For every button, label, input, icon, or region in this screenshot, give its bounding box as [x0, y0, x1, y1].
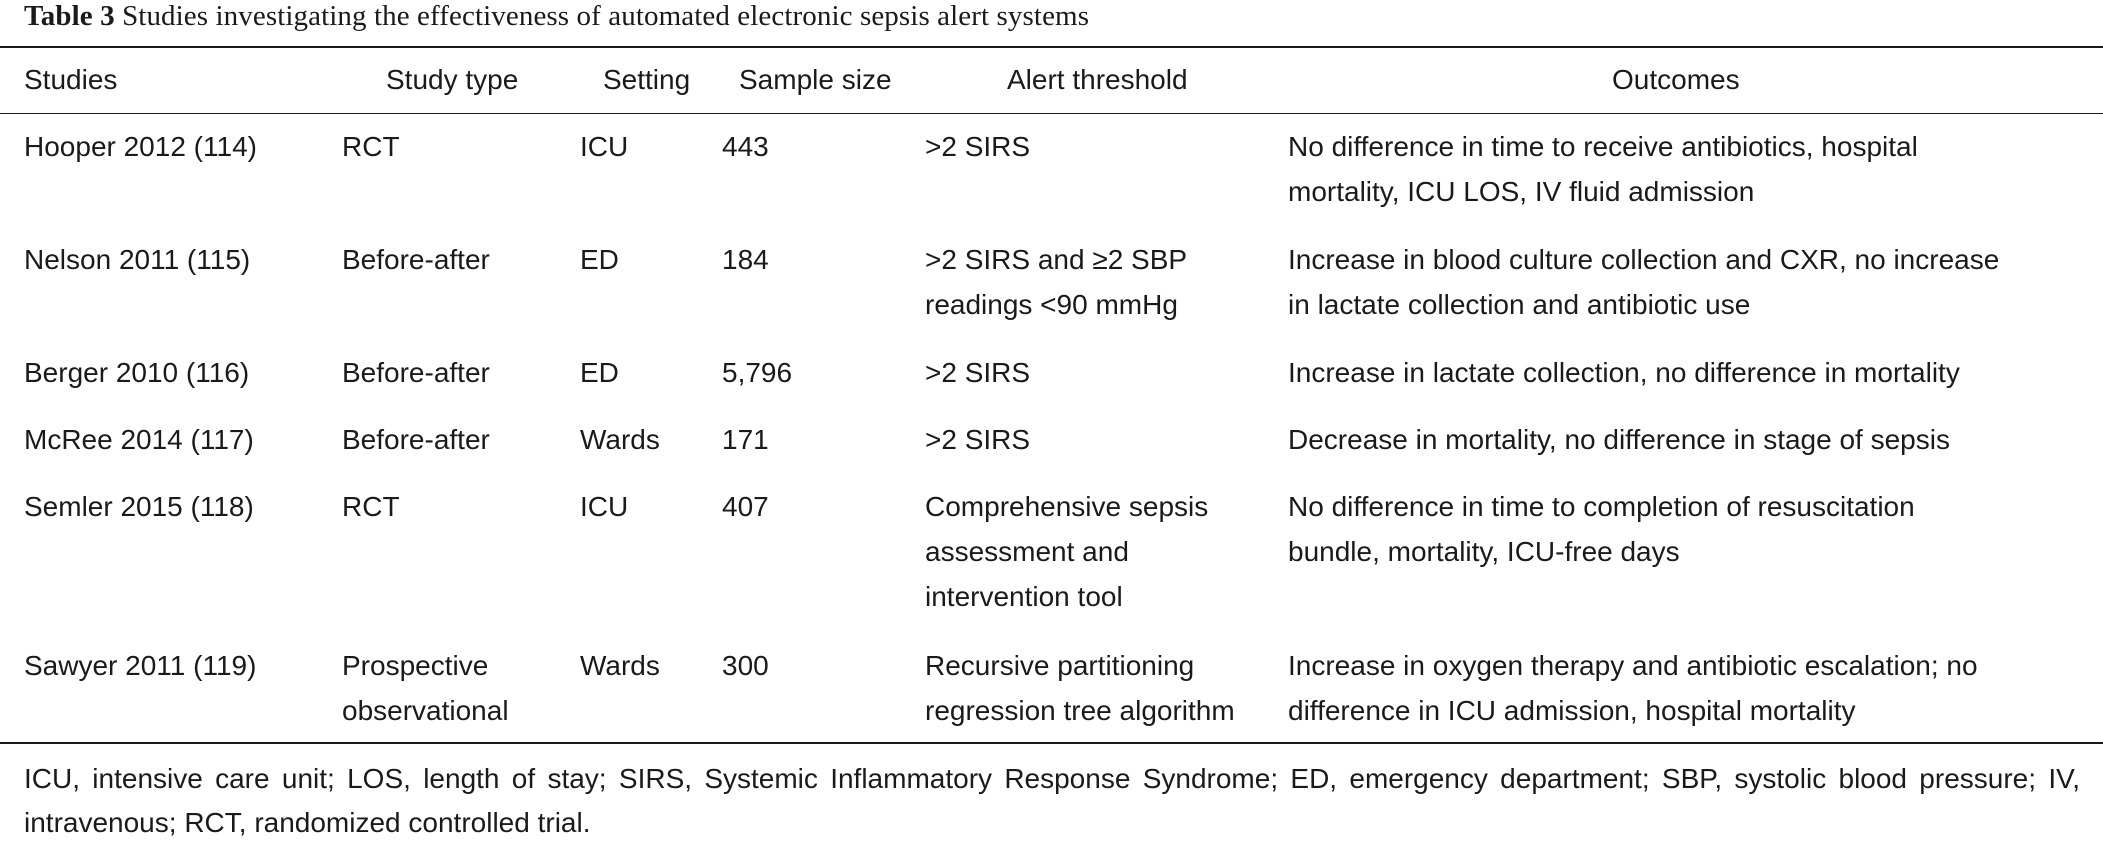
table-footnote: ICU, intensive care unit; LOS, length of… [24, 763, 2080, 838]
table-caption: Table 3 Studies investigating the effect… [24, 0, 1089, 32]
table-caption-label: Table 3 [24, 0, 115, 32]
setting-cell: ICU [580, 491, 629, 522]
study-cell: Sawyer 2011 (119) [24, 650, 257, 681]
alert-threshold-cell: Recursive partitioning [925, 650, 1195, 681]
study-type-cell: Before-after [342, 244, 490, 275]
sample-size-cell: 443 [722, 131, 769, 162]
table-top-rule [0, 46, 2103, 48]
alert-threshold-cell: >2 SIRS [925, 131, 1031, 162]
alert-threshold-cell: intervention tool [925, 581, 1123, 612]
study-cell: Berger 2010 (116) [24, 357, 250, 388]
alert-threshold-cell: assessment and [925, 536, 1129, 567]
alert-threshold-cell: regression tree algorithm [925, 695, 1235, 726]
column-header-outcomes: Outcomes [1612, 64, 1740, 95]
alert-threshold-cell: readings <90 mmHg [925, 289, 1178, 320]
sample-size-cell: 5,796 [722, 357, 793, 388]
column-header-study: Studies [24, 64, 118, 95]
outcomes-cell: in lactate collection and antibiotic use [1288, 289, 1751, 320]
setting-cell: ICU [580, 131, 629, 162]
outcomes-cell: Decrease in mortality, no difference in … [1288, 424, 1950, 455]
outcomes-cell: bundle, mortality, ICU-free days [1288, 536, 1680, 567]
outcomes-cell: No difference in time to receive antibio… [1288, 131, 1918, 162]
table-bottom-rule [0, 742, 2103, 744]
column-header-study-type: Study type [386, 64, 519, 95]
study-cell: Hooper 2012 (114) [24, 131, 257, 162]
sample-size-cell: 171 [722, 424, 769, 455]
setting-cell: Wards [580, 424, 660, 455]
outcomes-cell: mortality, ICU LOS, IV fluid admission [1288, 176, 1755, 207]
setting-cell: ED [580, 244, 619, 275]
outcomes-cell: Increase in lactate collection, no diffe… [1288, 357, 1960, 388]
table-header-rule [0, 113, 2103, 114]
outcomes-cell: Increase in blood culture collection and… [1288, 244, 2000, 275]
study-type-cell: observational [342, 695, 509, 726]
alert-threshold-cell: >2 SIRS [925, 424, 1031, 455]
study-type-cell: RCT [342, 131, 400, 162]
column-header-sample-size: Sample size [739, 64, 892, 95]
alert-threshold-cell: Comprehensive sepsis [925, 491, 1209, 522]
study-type-cell: Before-after [342, 357, 490, 388]
sample-size-cell: 407 [722, 491, 769, 522]
column-header-setting: Setting [603, 64, 691, 95]
study-type-cell: Before-after [342, 424, 490, 455]
setting-cell: Wards [580, 650, 660, 681]
outcomes-cell: No difference in time to completion of r… [1288, 491, 1915, 522]
study-cell: Semler 2015 (118) [24, 491, 254, 522]
alert-threshold-cell: >2 SIRS [925, 357, 1031, 388]
table-caption-title: Studies investigating the effectiveness … [122, 0, 1090, 32]
setting-cell: ED [580, 357, 619, 388]
outcomes-cell: difference in ICU admission, hospital mo… [1288, 695, 1856, 726]
sample-size-cell: 184 [722, 244, 769, 275]
study-cell: Nelson 2011 (115) [24, 244, 251, 275]
sample-size-cell: 300 [722, 650, 769, 681]
study-type-cell: Prospective [342, 650, 489, 681]
study-cell: McRee 2014 (117) [24, 424, 254, 455]
outcomes-cell: Increase in oxygen therapy and antibioti… [1288, 650, 1978, 681]
alert-threshold-cell: >2 SIRS and ≥2 SBP [925, 244, 1188, 275]
column-header-alert-threshold: Alert threshold [1007, 64, 1188, 95]
study-type-cell: RCT [342, 491, 400, 522]
